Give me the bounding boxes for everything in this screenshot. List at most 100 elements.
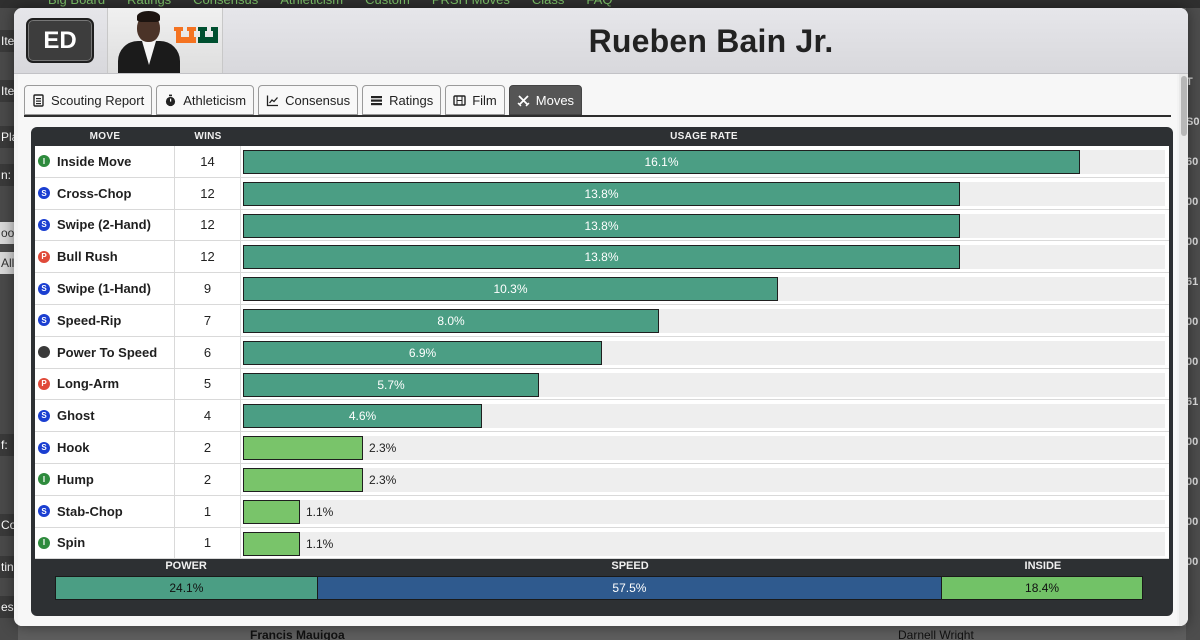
move-row[interactable]: Power To Speed 6 6.9% xyxy=(35,336,1169,369)
usage-label: 4.6% xyxy=(348,409,377,424)
move-row[interactable]: I Inside Move 14 16.1% xyxy=(35,146,1169,178)
column-header-wins[interactable]: WINS xyxy=(194,131,222,142)
usage-bar xyxy=(243,308,659,333)
usage-label: 16.1% xyxy=(644,155,679,169)
move-name: Cross-Chop xyxy=(57,185,132,201)
tab-athleticism[interactable]: Athleticism xyxy=(156,85,255,115)
usage-track: 8.0% xyxy=(243,308,1165,333)
wins-cell: 2 xyxy=(175,463,241,495)
stopwatch-icon xyxy=(164,94,177,107)
background-nav-item[interactable]: Consensus xyxy=(193,0,258,7)
move-row[interactable]: S Swipe (1-Hand) 9 10.3% xyxy=(35,273,1169,305)
background-left-tab[interactable]: tin xyxy=(0,556,18,578)
tab-moves[interactable]: Moves xyxy=(508,85,583,115)
background-left-tab[interactable]: All xyxy=(0,252,18,274)
move-row[interactable]: P Long-Arm 5 5.7% xyxy=(35,368,1169,401)
usage-label: 13.8% xyxy=(584,218,619,233)
background-left-tab[interactable]: Ite xyxy=(0,30,18,52)
background-left-tab[interactable]: n: xyxy=(0,164,18,186)
move-type-badge: I xyxy=(38,155,50,168)
move-type-badge: P xyxy=(38,250,50,263)
tab-scouting-report[interactable]: Scouting Report xyxy=(24,85,153,115)
move-type-badge: P xyxy=(38,377,50,390)
background-nav-item[interactable]: PRSH Moves xyxy=(432,0,510,7)
background-nav-item[interactable]: Big Board xyxy=(48,0,105,7)
move-name: Long-Arm xyxy=(57,376,120,392)
move-row[interactable]: S Stab-Chop 1 1.1% xyxy=(35,495,1169,528)
move-cell: P Long-Arm xyxy=(35,368,175,400)
move-cell: S Stab-Chop xyxy=(35,495,175,527)
usage-track: 1.1% xyxy=(243,531,1165,556)
usage-label: 10.3% xyxy=(493,282,528,297)
tab-film[interactable]: Film xyxy=(445,85,505,115)
modal-scrollbar[interactable] xyxy=(1179,74,1188,626)
move-cell: S Cross-Chop xyxy=(35,177,175,209)
background-nav-bar: Big Board Ratings Consensus Athleticism Cust… xyxy=(0,0,1200,8)
column-header-usage-rate[interactable]: USAGE RATE xyxy=(670,131,738,142)
move-row[interactable]: P Bull Rush 12 13.8% xyxy=(35,241,1169,274)
usage-bar xyxy=(243,340,602,365)
background-left-tab[interactable]: es xyxy=(0,596,18,618)
tab-consensus[interactable]: Consensus xyxy=(258,85,359,115)
wins-cell: 7 xyxy=(175,304,241,336)
usage-bar xyxy=(243,531,300,556)
background-right-cell: 61 xyxy=(1186,276,1199,288)
move-name: Bull Rush xyxy=(57,249,118,265)
usage-track: 5.7% xyxy=(243,372,1165,397)
move-row[interactable]: S Ghost 4 4.6% xyxy=(35,400,1169,433)
move-cell: S Speed-Rip xyxy=(35,304,175,336)
background-right-cell: 00 xyxy=(1186,356,1199,368)
background-nav-item[interactable]: FAQ xyxy=(586,0,612,7)
wins-cell: 1 xyxy=(175,527,241,559)
background-right-panel: T S0 60 00 00 61 00 00 61 00 00 00 00 xyxy=(1186,8,1200,640)
modal-scrollbar-thumb[interactable] xyxy=(1181,76,1187,136)
background-nav-item[interactable]: Ratings xyxy=(127,0,171,7)
summary-segment-speed: 57.5% xyxy=(317,577,943,599)
usage-label: 2.3% xyxy=(369,441,397,456)
background-left-tab[interactable]: oo xyxy=(0,222,18,244)
summary-labels: POWER SPEED INSIDE xyxy=(55,560,1143,576)
move-cell: S Ghost xyxy=(35,400,175,432)
tab-ratings[interactable]: Ratings xyxy=(362,85,442,115)
usage-track: 13.8% xyxy=(243,181,1165,206)
background-left-tab[interactable]: Ite xyxy=(0,80,18,102)
move-type-badge: S xyxy=(38,314,50,327)
move-type-badge: S xyxy=(38,409,50,422)
column-header-move[interactable]: MOVE xyxy=(89,131,121,142)
tab-label: Scouting Report xyxy=(51,92,145,108)
background-left-tab[interactable]: Pla xyxy=(0,126,18,148)
wins-cell: 6 xyxy=(175,336,241,368)
move-cell: P Bull Rush xyxy=(35,241,175,273)
crossed-swords-icon xyxy=(517,94,530,107)
usage-track: 13.8% xyxy=(243,213,1165,238)
usage-track: 1.1% xyxy=(243,499,1165,524)
summary-segment-power: 24.1% xyxy=(56,577,318,599)
move-row[interactable]: I Hump 2 2.3% xyxy=(35,463,1169,496)
usage-bar xyxy=(243,499,300,524)
background-nav-item[interactable]: Athleticism xyxy=(280,0,343,7)
list-bars-icon xyxy=(370,94,383,107)
background-right-cell: T xyxy=(1186,76,1193,88)
background-right-cell: 00 xyxy=(1186,436,1199,448)
background-left-tab[interactable]: Co xyxy=(0,514,18,536)
moves-panel: MOVE WINS USAGE RATE I Inside Move 14 16.1%… xyxy=(31,127,1173,616)
usage-bar xyxy=(243,467,363,492)
moves-table: I Inside Move 14 16.1% S Cross-Chop 12 13.8% S Sw… xyxy=(35,146,1169,560)
move-name: Swipe (2-Hand) xyxy=(57,217,151,233)
move-row[interactable]: S Hook 2 2.3% xyxy=(35,432,1169,464)
background-nav-item[interactable]: Custom xyxy=(365,0,410,7)
move-row[interactable]: S Swipe (2-Hand) 12 13.8% xyxy=(35,209,1169,242)
tab-bar: Scouting Report Athleticism Consensus Ratin… xyxy=(24,85,583,115)
background-nav-item[interactable]: Class xyxy=(532,0,565,7)
team-logo-icon xyxy=(174,27,218,43)
move-type-badge: I xyxy=(38,536,50,549)
move-type-badge xyxy=(38,346,50,359)
move-row[interactable]: S Cross-Chop 12 13.8% xyxy=(35,177,1169,210)
usage-label: 1.1% xyxy=(306,536,334,551)
move-row[interactable]: S Speed-Rip 7 8.0% xyxy=(35,304,1169,337)
move-name: Hump xyxy=(57,471,94,487)
move-row[interactable]: I Spin 1 1.1% xyxy=(35,527,1169,560)
background-player-name[interactable]: Francis Mauigoa xyxy=(250,628,345,640)
background-left-tab[interactable]: f: xyxy=(0,434,18,456)
wins-cell: 1 xyxy=(175,495,241,527)
